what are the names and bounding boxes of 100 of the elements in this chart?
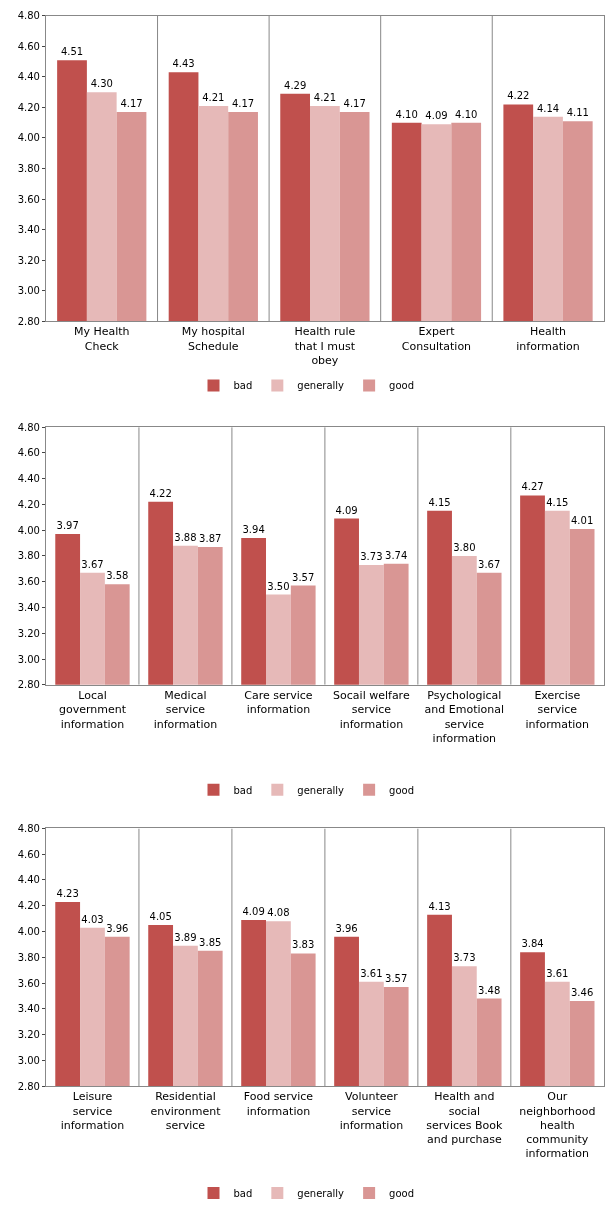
data-label: 3.48: [478, 984, 501, 996]
y-tick-label: 4.60: [17, 40, 40, 52]
data-label: 3.87: [199, 532, 222, 544]
data-label: 3.80: [453, 541, 476, 553]
legend-label: generally: [297, 784, 345, 796]
legend-label: bad: [233, 1188, 253, 1200]
y-tick-label: 3.00: [17, 1054, 40, 1066]
legend-label: bad: [233, 784, 253, 796]
data-label: 4.22: [507, 90, 530, 102]
data-label: 3.96: [335, 922, 358, 934]
y-tick-label: 4.60: [17, 447, 40, 459]
data-label: 3.46: [570, 987, 594, 999]
data-label: 3.84: [521, 938, 544, 950]
data-label: 3.73: [360, 550, 383, 562]
y-tick-label: 3.60: [17, 977, 40, 989]
y-tick-label: 4.00: [17, 524, 40, 536]
data-label: 4.27: [521, 481, 544, 493]
legend-label: generally: [297, 380, 345, 392]
x-tick-label: Care service information: [244, 688, 313, 717]
data-label: 4.21: [202, 91, 225, 103]
y-tick-label: 4.00: [17, 926, 40, 938]
data-label: 4.23: [56, 887, 79, 899]
data-label: 4.10: [455, 108, 478, 120]
data-label: 4.08: [267, 907, 290, 919]
data-label: 4.09: [425, 110, 448, 122]
x-tick-label: Volunteer service information: [339, 1090, 404, 1132]
data-label: 3.94: [242, 523, 265, 535]
y-tick-label: 4.20: [17, 498, 40, 510]
y-tick-label: 3.40: [17, 1003, 40, 1015]
data-label: 3.67: [478, 558, 501, 570]
y-tick-label: 4.80: [17, 10, 40, 22]
y-tick-label: 4.40: [17, 473, 40, 485]
y-tick-label: 4.00: [17, 132, 40, 144]
y-tick-label: 4.80: [17, 822, 40, 834]
y-tick-label: 4.40: [17, 874, 40, 886]
data-label: 4.14: [536, 102, 560, 114]
data-label: 3.74: [385, 549, 408, 561]
x-tick-label: Health rule that I must obey: [294, 325, 356, 367]
x-tick-label: Our neighborhood health community information: [519, 1090, 596, 1161]
y-tick-label: 3.20: [17, 1029, 40, 1041]
y-tick-label: 4.60: [17, 848, 40, 860]
data-label: 4.29: [284, 79, 307, 91]
data-label: 4.22: [149, 487, 172, 499]
data-label: 3.88: [174, 531, 197, 543]
data-label: 3.83: [292, 939, 315, 951]
data-label: 4.30: [90, 78, 113, 90]
y-tick-label: 2.80: [17, 679, 40, 691]
y-tick-label: 4.20: [17, 101, 40, 113]
x-tick-label: My hospital Schedule: [181, 325, 245, 353]
x-tick-label: Residential environment service: [150, 1090, 222, 1132]
x-tick-label: Local government information: [58, 688, 127, 731]
y-tick-label: 3.80: [17, 163, 40, 175]
data-label: 4.03: [81, 913, 104, 925]
y-tick-label: 3.20: [17, 254, 40, 266]
legend-label: good: [389, 784, 415, 796]
y-tick-label: 4.40: [17, 71, 40, 83]
data-label: 3.57: [292, 571, 315, 583]
data-label: 4.13: [428, 900, 451, 912]
data-label: 4.43: [172, 58, 195, 70]
y-tick-label: 3.40: [17, 601, 40, 613]
y-tick-label: 2.80: [17, 1080, 40, 1092]
data-label: 3.96: [106, 922, 129, 934]
data-label: 3.73: [453, 952, 476, 964]
data-label: 4.21: [313, 91, 337, 103]
legend-label: good: [389, 1188, 415, 1200]
legend-label: generally: [297, 1188, 345, 1200]
x-tick-label: Medical service information: [153, 688, 218, 731]
x-tick-label: Health and social services Book and purchase: [426, 1090, 503, 1147]
data-label: 3.57: [385, 972, 408, 984]
y-tick-label: 3.00: [17, 653, 40, 665]
x-tick-label: Leisure service information: [60, 1090, 125, 1132]
legend-label: good: [389, 380, 415, 392]
data-label: 3.89: [174, 931, 197, 943]
x-tick-label: Socail welfare service information: [333, 688, 410, 731]
y-tick-label: 2.80: [17, 315, 40, 327]
legend-label: bad: [233, 380, 253, 392]
y-tick-label: 3.20: [17, 627, 40, 639]
x-tick-label: My Health Check: [73, 325, 130, 353]
data-label: 4.15: [546, 496, 569, 508]
y-tick-label: 3.60: [17, 193, 40, 205]
x-tick-label: Food service information: [243, 1090, 314, 1118]
data-label: 4.17: [343, 98, 366, 110]
data-label: 4.11: [566, 107, 589, 119]
y-tick-label: 3.60: [17, 576, 40, 588]
data-label: 4.10: [395, 108, 418, 120]
data-label: 3.61: [360, 967, 383, 979]
x-tick-label: Health information: [516, 325, 580, 353]
data-label: 3.50: [267, 580, 290, 592]
data-label: 4.09: [335, 504, 358, 516]
x-tick-label: Exercise service information: [525, 688, 590, 731]
data-label: 3.97: [56, 520, 79, 532]
y-tick-label: 3.80: [17, 951, 40, 963]
y-tick-label: 3.40: [17, 224, 40, 236]
data-label: 4.01: [570, 514, 594, 526]
y-tick-label: 4.80: [17, 421, 40, 433]
data-label: 4.05: [149, 911, 172, 923]
x-tick-label: Expert Consultation: [401, 325, 472, 353]
x-tick-label: Psychological and Emotional service information: [424, 688, 505, 745]
data-label: 4.15: [428, 496, 451, 508]
data-label: 4.51: [60, 46, 84, 58]
